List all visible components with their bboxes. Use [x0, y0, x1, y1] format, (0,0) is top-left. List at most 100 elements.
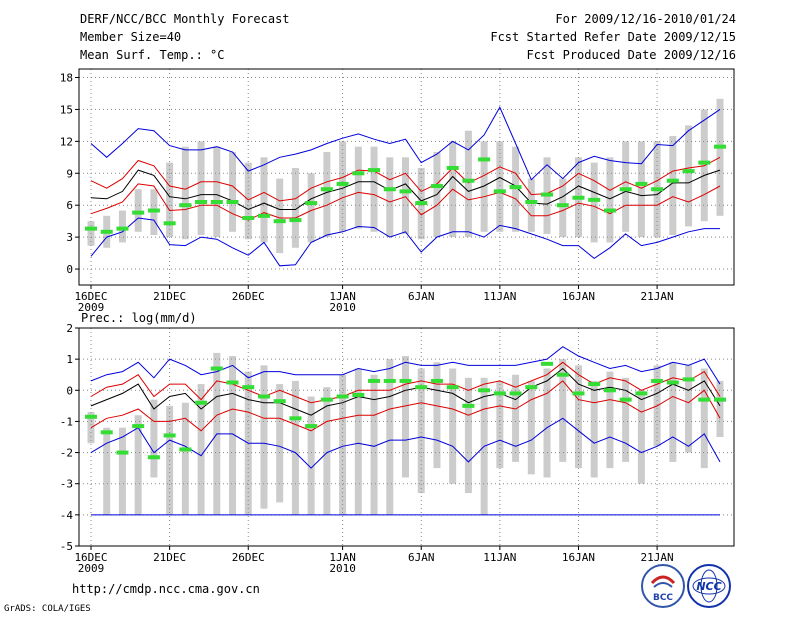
observed-marker — [289, 416, 302, 421]
ensemble-box — [543, 368, 551, 478]
series-line — [90, 380, 721, 432]
x-tick-sublabel: 2009 — [78, 301, 105, 314]
observed-marker — [446, 165, 459, 170]
source-url: http://cmdp.ncc.cma.gov.cn — [72, 582, 260, 596]
observed-marker — [132, 210, 145, 215]
observed-marker — [541, 192, 554, 197]
observed-marker — [368, 378, 381, 383]
observed-marker — [273, 399, 286, 404]
header-left-line-1: DERF/NCC/BCC Monthly Forecast — [80, 12, 290, 26]
ensemble-box — [354, 368, 362, 515]
header-right-line-1: For 2009/12/16-2010/01/24 — [555, 12, 736, 26]
observed-marker — [682, 377, 695, 382]
ensemble-box — [276, 178, 284, 254]
observed-marker — [352, 171, 365, 176]
x-tick-label: 21DEC — [153, 551, 186, 564]
y-tick-label: 1 — [66, 353, 73, 366]
ensemble-box — [150, 399, 158, 478]
observed-marker — [556, 203, 569, 208]
ensemble-box — [685, 125, 693, 227]
series-line — [90, 417, 721, 469]
plot-frame — [78, 68, 735, 286]
ensemble-box — [669, 136, 677, 235]
ensemble-box — [134, 189, 142, 232]
observed-marker — [242, 215, 255, 220]
y-tick-label: 9 — [66, 167, 73, 180]
header-left-line-3: Mean Surf. Temp.: °C — [80, 48, 225, 62]
observed-marker — [257, 213, 270, 218]
observed-marker — [509, 391, 522, 396]
x-tick-label: 21JAN — [641, 551, 674, 564]
y-tick-label: -2 — [60, 447, 73, 460]
observed-marker — [556, 372, 569, 377]
observed-marker — [320, 187, 333, 192]
ensemble-box — [386, 157, 394, 238]
observed-marker — [85, 226, 97, 231]
observed-marker — [603, 388, 616, 393]
ensemble-box — [370, 374, 378, 515]
observed-marker — [572, 195, 585, 200]
observed-marker — [415, 385, 428, 390]
ensemble-box — [323, 387, 331, 515]
observed-marker — [698, 160, 711, 165]
ensemble-box — [229, 151, 237, 232]
x-tick-label: 1JAN — [329, 551, 356, 564]
ensemble-box — [260, 365, 268, 509]
ensemble-box — [197, 141, 205, 235]
y-tick-label: 2 — [66, 322, 73, 335]
observed-marker — [368, 168, 381, 173]
ensemble-box — [118, 210, 126, 243]
observed-marker — [619, 187, 632, 192]
observed-marker — [651, 187, 664, 192]
observed-marker — [666, 380, 679, 385]
observed-marker — [525, 385, 538, 390]
ensemble-box — [181, 146, 189, 240]
observed-marker — [478, 388, 491, 393]
observed-marker — [383, 187, 396, 192]
observed-marker — [525, 200, 538, 205]
ensemble-box — [590, 162, 598, 243]
observed-marker — [100, 430, 113, 435]
y-tick-label: 18 — [60, 72, 73, 85]
ensemble-box — [637, 141, 645, 238]
x-tick-label: 11JAN — [483, 290, 516, 303]
observed-marker — [493, 391, 506, 396]
observed-marker — [415, 201, 428, 206]
ensemble-box — [417, 368, 425, 494]
observed-marker — [493, 189, 506, 194]
series-line — [90, 169, 721, 211]
ensemble-box — [134, 415, 142, 515]
x-tick-label: 6JAN — [408, 551, 435, 564]
observed-marker — [132, 424, 145, 429]
ensemble-box — [103, 427, 111, 515]
ensemble-box — [700, 368, 708, 469]
ensemble-box — [402, 356, 409, 478]
y-tick-label: 6 — [66, 199, 73, 212]
ensemble-box — [402, 157, 409, 234]
observed-marker — [430, 378, 443, 383]
y-tick-label: 15 — [60, 103, 73, 116]
series-line — [90, 156, 721, 202]
series-line — [90, 106, 721, 181]
observed-marker — [399, 189, 412, 194]
y-tick-label: 0 — [66, 263, 73, 276]
ensemble-box — [685, 365, 693, 453]
ensemble-box — [323, 151, 331, 238]
y-tick-label: -5 — [60, 540, 73, 553]
ensemble-box — [260, 157, 268, 243]
observed-marker — [320, 397, 333, 402]
observed-marker — [336, 394, 349, 399]
ensemble-box — [307, 173, 315, 243]
ensemble-box — [118, 427, 126, 515]
observed-marker — [116, 450, 129, 455]
ensemble-box — [669, 362, 677, 462]
observed-marker — [226, 200, 239, 205]
observed-marker — [257, 394, 270, 399]
x-tick-label: 16JAN — [562, 551, 595, 564]
observed-marker — [666, 178, 679, 183]
bcc-logo-text: BCC — [653, 593, 673, 603]
observed-marker — [478, 157, 491, 162]
ensemble-box — [496, 141, 504, 232]
